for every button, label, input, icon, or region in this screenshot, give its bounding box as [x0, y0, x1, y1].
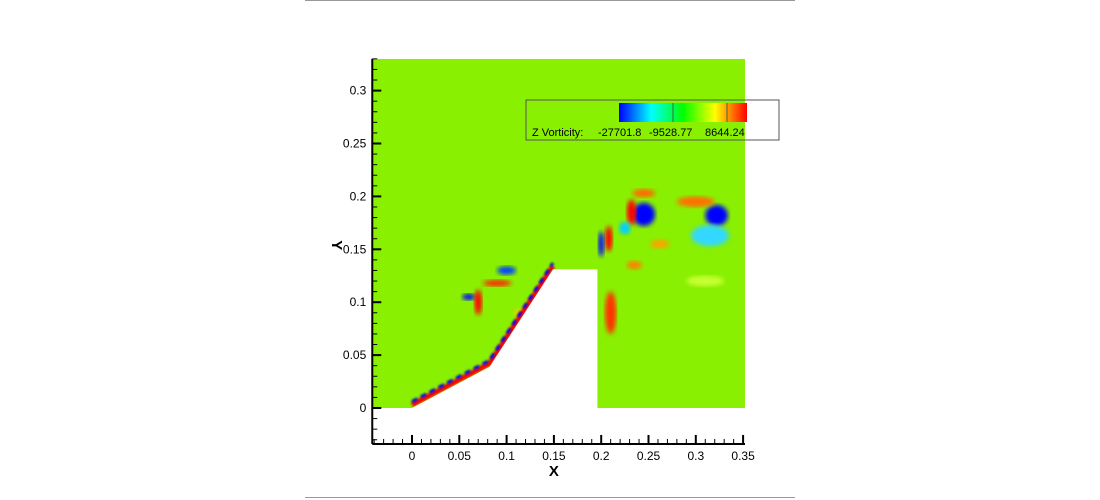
- vortex-structure: [626, 260, 642, 270]
- vortex-structure: [632, 188, 656, 198]
- top-rule: [305, 0, 795, 1]
- legend-box: [525, 99, 780, 141]
- x-tick-label: 0.2: [593, 449, 610, 463]
- y-axis-label: Y: [328, 240, 345, 250]
- y-tick-label: 0: [360, 401, 367, 415]
- x-tick-label: 0.25: [637, 449, 661, 463]
- legend-variable-label: Z Vorticity:: [532, 127, 583, 139]
- vortex-structure: [497, 266, 517, 275]
- vortex-structure: [691, 224, 729, 247]
- legend: Z Vorticity: -27701.8 -9528.77 8644.24: [525, 99, 780, 141]
- vortex-structure: [604, 291, 617, 334]
- vortex-structure: [686, 275, 725, 287]
- body-geometry: [412, 269, 598, 408]
- legend-colorbar: [619, 103, 747, 122]
- x-tick-label: 0.35: [731, 449, 755, 463]
- x-tick-label: 0.1: [498, 449, 515, 463]
- vortex-structure: [626, 199, 637, 225]
- x-tick-label: 0.15: [542, 449, 566, 463]
- y-tick-label: 0.15: [343, 242, 367, 256]
- x-tick-label: 0: [409, 449, 416, 463]
- x-tick-label: 0.3: [687, 449, 704, 463]
- y-tick-label: 0.25: [343, 137, 367, 151]
- x-axis-label: X: [549, 463, 559, 480]
- vortex-structure: [650, 239, 670, 249]
- x-tick-label: 0.05: [448, 449, 472, 463]
- vortex-structure: [462, 293, 476, 301]
- vortex-structure: [632, 202, 656, 227]
- vortex-structure: [474, 289, 483, 315]
- vortex-structure: [705, 204, 728, 227]
- legend-level-label: -27701.8: [598, 127, 641, 139]
- legend-level-label: -9528.77: [649, 127, 692, 139]
- bottom-rule: [305, 497, 795, 498]
- vortex-structure: [604, 226, 613, 252]
- vortex-structure: [598, 231, 605, 257]
- axes: 0 0.05 0.1 0.15 0.2 0.25 0.3 0.35 0 0.05 0.1 0.15 0.…: [343, 58, 755, 463]
- y-tick-label: 0.1: [350, 295, 367, 309]
- y-tick-label: 0.3: [350, 84, 367, 98]
- y-tick-label: 0.2: [350, 189, 367, 203]
- vortex-structure: [676, 196, 715, 207]
- vortex-structure: [619, 221, 631, 235]
- legend-level-label: 8644.24: [705, 127, 745, 139]
- vortex-structure: [482, 279, 512, 287]
- shear-layer: [410, 264, 556, 408]
- shear-layer: [411, 262, 555, 403]
- y-tick-label: 0.05: [343, 348, 367, 362]
